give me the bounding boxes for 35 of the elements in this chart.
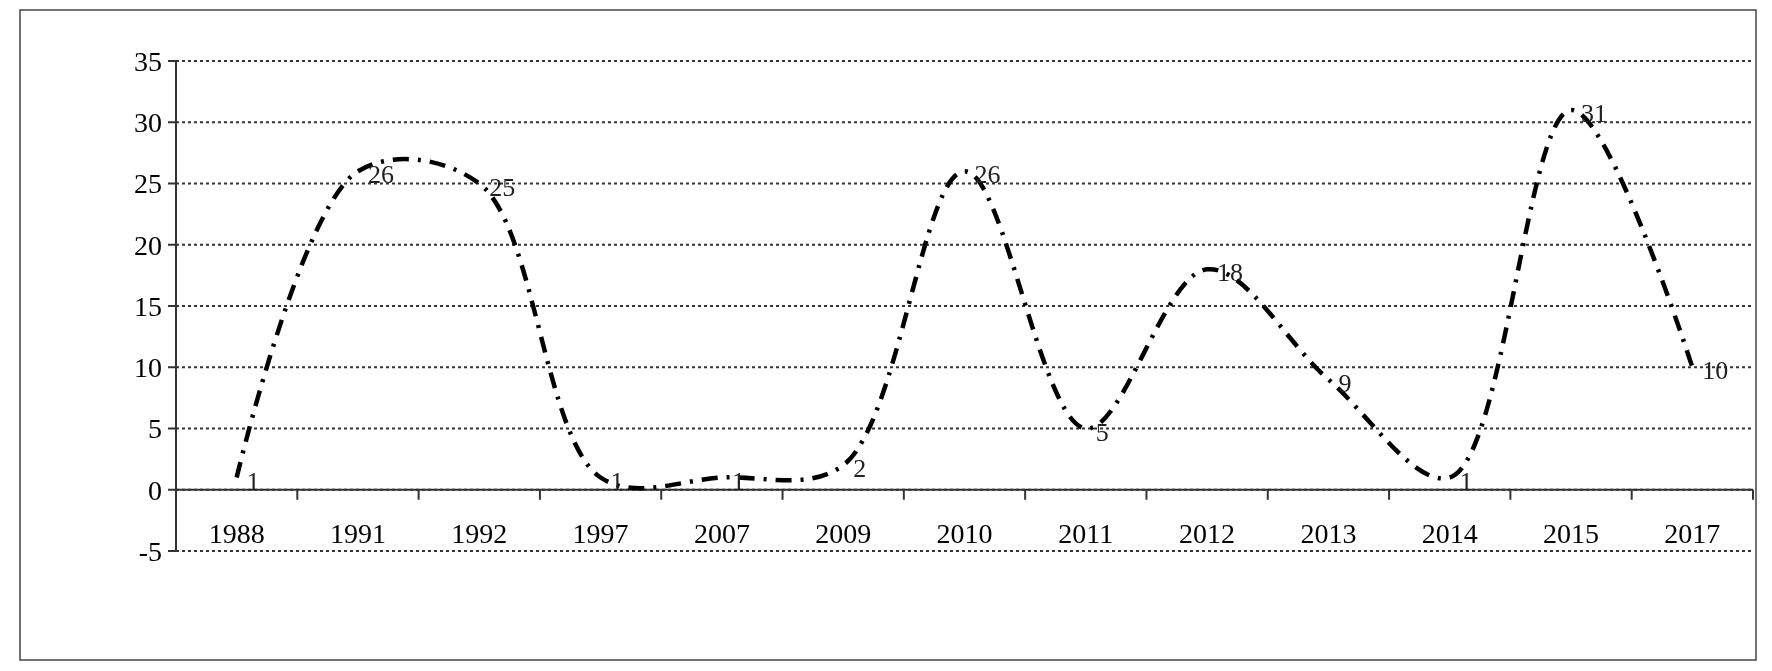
data-label: 9	[1338, 368, 1352, 398]
y-tick-label: 30	[134, 107, 162, 139]
y-tick-label: 35	[134, 45, 162, 77]
y-tick-label: 5	[148, 413, 162, 445]
x-tick-label: 2011	[1058, 518, 1114, 549]
y-tick-label: -5	[138, 535, 162, 567]
data-label: 5	[1095, 417, 1109, 447]
data-label: 25	[489, 172, 516, 202]
x-tick-label: 2013	[1300, 518, 1357, 549]
x-tick-label: 1988	[208, 518, 265, 549]
data-label: 1	[1459, 466, 1473, 496]
x-tick-label: 2009	[815, 518, 872, 549]
x-tick-label: 2015	[1543, 518, 1600, 549]
x-tick-label: 2017	[1664, 518, 1721, 549]
y-tick-label: 10	[134, 352, 162, 384]
y-tick-label: 15	[134, 290, 162, 322]
x-tick-label: 1992	[451, 518, 508, 549]
x-tick-label: 1997	[572, 518, 629, 549]
x-tick-label: 2012	[1179, 518, 1236, 549]
y-tick-label: 20	[134, 229, 162, 261]
x-tick-label: 2014	[1421, 518, 1478, 549]
data-label: 18	[1217, 258, 1244, 288]
x-tick-label: 2007	[693, 518, 750, 549]
y-tick-label: 25	[134, 168, 162, 200]
data-label: 2	[853, 454, 867, 484]
data-label: 31	[1581, 99, 1608, 128]
x-tick-label: 2010	[936, 518, 993, 549]
x-tick-label: 1991	[329, 518, 386, 549]
y-tick-label: 0	[148, 474, 162, 506]
data-label: 1	[610, 466, 624, 496]
data-label: 26	[367, 160, 394, 190]
data-label: 26	[974, 160, 1001, 190]
data-label: 1	[246, 466, 260, 496]
data-label: 1	[731, 466, 745, 496]
data-label: 10	[1702, 356, 1729, 386]
